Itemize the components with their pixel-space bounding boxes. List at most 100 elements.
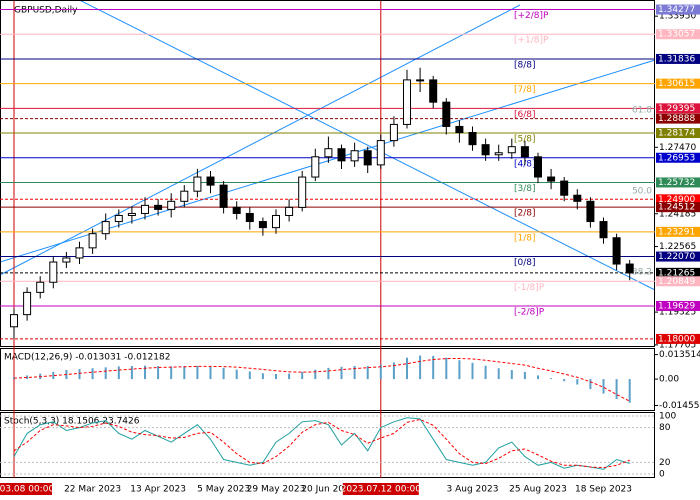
fibo-label: 38.2 xyxy=(632,268,652,278)
x-tick-label: 3 Aug 2023 xyxy=(447,485,499,495)
macd-bar xyxy=(222,367,225,380)
macd-title: MACD(12,26,9) -0.013031 -0.012182 xyxy=(4,353,170,363)
x-label-highlight xyxy=(342,483,419,495)
macd-bar xyxy=(26,375,29,380)
level-price-box xyxy=(656,103,700,114)
macd-bar xyxy=(261,373,264,380)
level-price-box xyxy=(656,194,700,205)
murray-label: [3/8] xyxy=(514,184,536,194)
murray-label: [5/8] xyxy=(514,135,536,145)
x-tick-label: 13 Apr 2023 xyxy=(130,485,186,495)
macd-bar xyxy=(510,370,513,380)
macd-bar xyxy=(419,355,422,380)
level-price-label: 1.28174 xyxy=(658,129,695,139)
macd-bar xyxy=(301,371,304,380)
macd-bar xyxy=(235,369,238,380)
level-price-label: 1.30615 xyxy=(658,79,695,89)
y-tick-label: -0.014554 xyxy=(659,401,700,411)
candle-body xyxy=(573,194,582,202)
x-tick-label: 2023.07.12 00:00 xyxy=(341,485,422,495)
candle-body xyxy=(429,79,438,103)
candle-body xyxy=(23,291,32,316)
x-tick-label: 29 May 2023 xyxy=(247,485,306,495)
macd-bar xyxy=(117,366,120,380)
macd-bar xyxy=(209,366,212,380)
candle-body xyxy=(560,180,569,196)
macd-bar xyxy=(550,378,553,380)
macd-bar xyxy=(628,379,631,403)
candle-body xyxy=(494,152,503,156)
fibo-label: 61.8 xyxy=(632,106,652,116)
x-tick-label: 20 Jun 2023 xyxy=(301,485,355,495)
level-price-box xyxy=(656,152,700,163)
macd-bar xyxy=(91,368,94,380)
candle-body xyxy=(180,190,189,202)
candle-body xyxy=(258,221,267,229)
murray-label: [2/8] xyxy=(514,209,536,219)
murray-label: [7/8] xyxy=(514,85,536,95)
macd-bar xyxy=(379,364,382,380)
candle-body xyxy=(49,261,58,283)
macd-bar xyxy=(366,366,369,380)
macd-bar xyxy=(288,373,291,380)
y-tick-label: 1.27470 xyxy=(659,143,696,153)
macd-panel-frame xyxy=(0,348,655,411)
x-tick-label: 22 Mar 2023 xyxy=(64,485,121,495)
macd-bar xyxy=(458,360,461,380)
macd-bar xyxy=(576,379,579,385)
candle-body xyxy=(245,212,254,223)
candle-body xyxy=(193,176,202,192)
macd-bar xyxy=(275,374,277,380)
macd-bar xyxy=(52,371,55,380)
candle-body xyxy=(507,146,516,154)
candle-body xyxy=(520,146,529,158)
macd-bar xyxy=(563,379,566,382)
y-tick-label: 0 xyxy=(659,470,665,480)
level-price-box xyxy=(656,300,700,311)
candle-body xyxy=(376,140,385,166)
candle-body xyxy=(586,200,595,223)
macd-bar xyxy=(157,366,160,380)
candle-body xyxy=(468,132,477,146)
macd-bar xyxy=(523,371,526,380)
murray-label: [8/8] xyxy=(514,60,536,70)
candle-body xyxy=(625,263,634,274)
stoch-signal xyxy=(13,418,630,469)
level-price-label: 1.24512 xyxy=(658,203,695,213)
murray-label: [-1/8]P xyxy=(514,283,545,293)
candle-body xyxy=(114,214,123,223)
stoch-title: Stoch(5,3,3) 18.1506 23.7426 xyxy=(4,417,140,427)
level-price-box xyxy=(656,29,700,40)
fibo-label: 50.0 xyxy=(632,187,652,197)
y-tick-label: 20 xyxy=(659,458,671,468)
y-tick-label: 0.013514 xyxy=(659,350,700,360)
macd-bar xyxy=(78,369,81,380)
macd-bar xyxy=(471,362,474,380)
candle-body xyxy=(403,79,411,125)
candle-body xyxy=(324,148,333,158)
macd-signal xyxy=(13,357,630,402)
candle-body xyxy=(337,148,346,162)
candle-body xyxy=(62,257,71,263)
y-tick-label: 1.24185 xyxy=(659,209,696,219)
candle-body xyxy=(127,212,136,216)
level-price-label: 1.31836 xyxy=(658,54,695,64)
candle-body xyxy=(298,176,307,208)
level-price-box xyxy=(656,333,700,344)
channel-line xyxy=(78,0,656,291)
macd-bar xyxy=(353,366,356,380)
level-price-box xyxy=(656,251,700,262)
macd-bar xyxy=(196,365,199,380)
candle-body xyxy=(599,221,608,239)
candle-body xyxy=(481,144,490,156)
level-price-box xyxy=(656,78,700,89)
candle-body xyxy=(154,204,163,210)
murray-label: [-2/8]P xyxy=(514,307,545,317)
level-price-label: 1.26953 xyxy=(658,153,695,163)
candle-body xyxy=(363,150,372,166)
x-tick-label: 18 Sep 2023 xyxy=(575,485,632,495)
murray-label: [6/8] xyxy=(514,110,536,120)
y-tick-label: 80 xyxy=(659,423,671,433)
candle-body xyxy=(75,247,84,259)
candle-body xyxy=(455,125,464,134)
